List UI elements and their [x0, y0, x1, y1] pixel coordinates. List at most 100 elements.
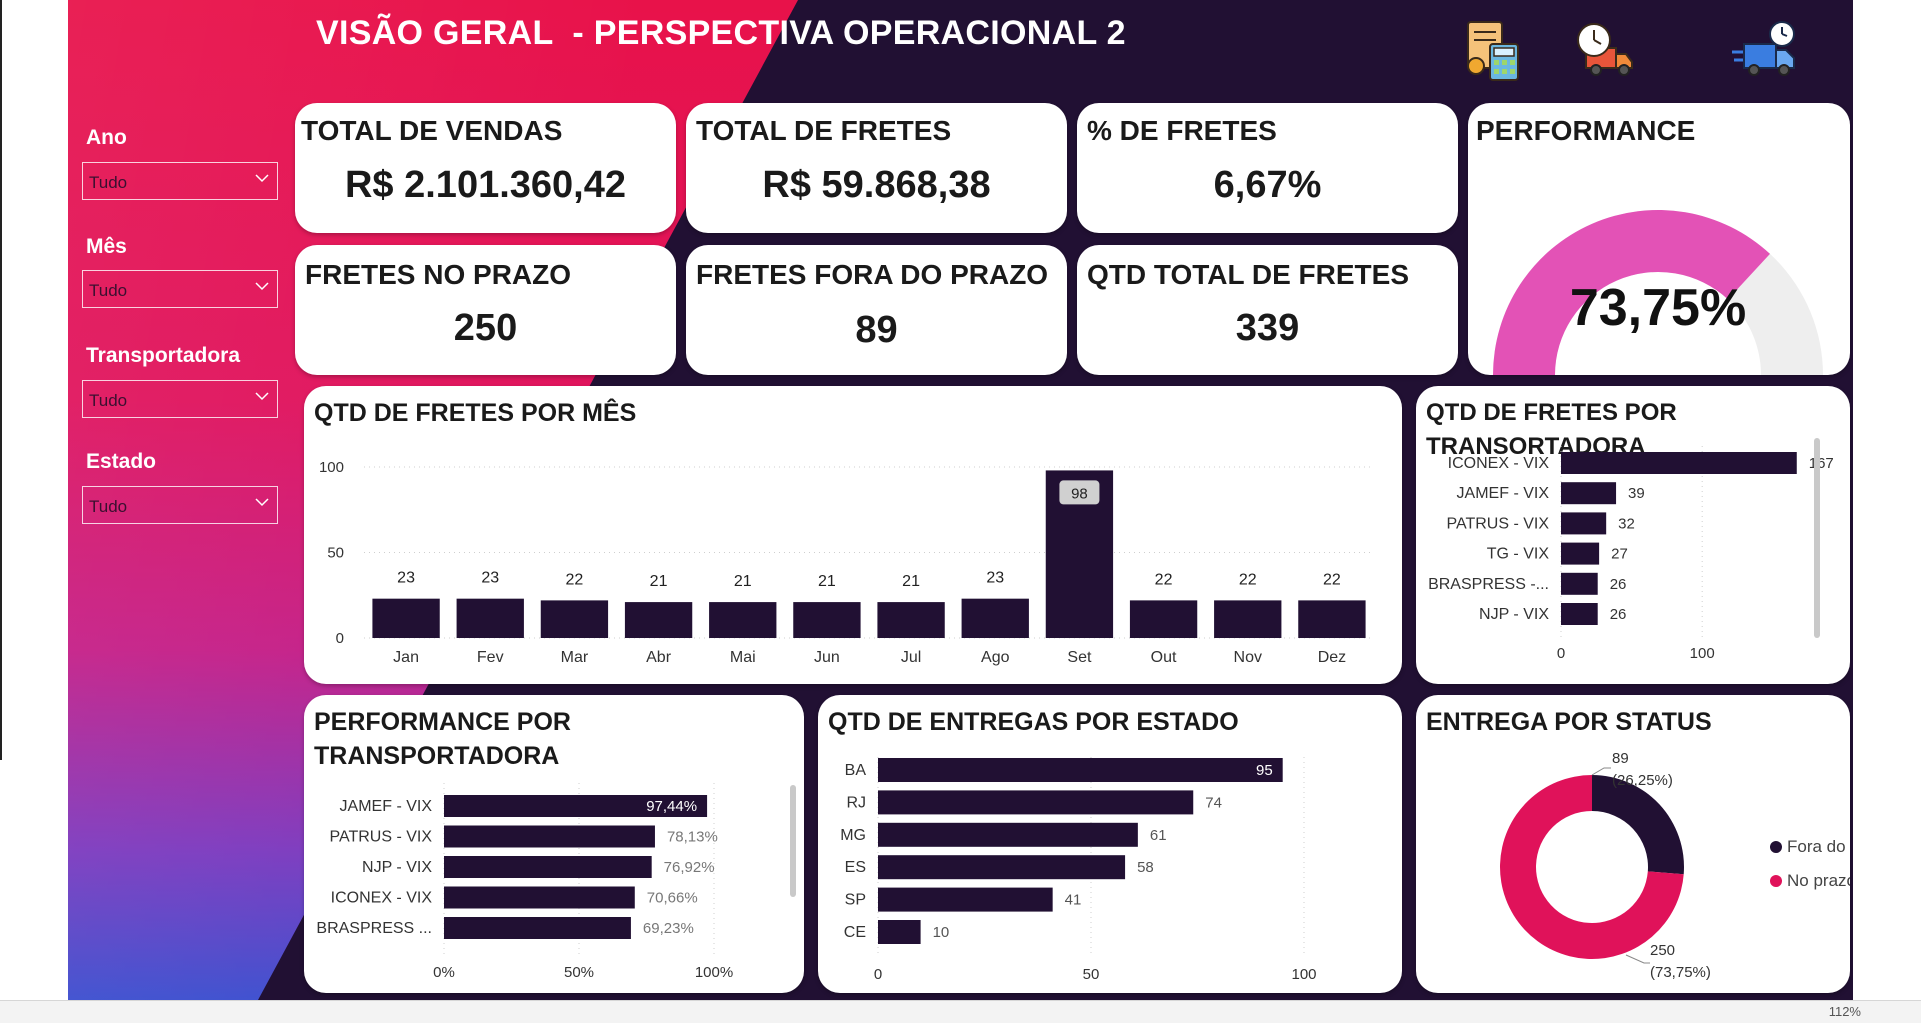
bar-ago: [961, 598, 1029, 638]
bar-3: [444, 886, 635, 909]
data-label: 22: [1239, 571, 1257, 588]
bar-nov: [1214, 600, 1282, 638]
kpi-card-pct-fretes[interactable]: % DE FRETES 6,67%: [1077, 103, 1458, 233]
bar-abr: [624, 602, 693, 638]
filter-estado-dropdown[interactable]: Tudo: [82, 486, 278, 524]
category-label: PATRUS - VIX: [1446, 515, 1549, 532]
chart-card-fretes-transportadora[interactable]: QTD DE FRETES POR TRANSORTADORA 0 100 ICON…: [1416, 386, 1850, 684]
x-tick-label: Dez: [1318, 649, 1346, 666]
category-label: CE: [844, 924, 866, 941]
bar-0: [444, 795, 708, 817]
chart-entrega-status: 89(26,25%) 250(73,75%) Fora do pra... No pr…: [1500, 750, 1850, 981]
gauge-value-label: 73,75%: [1570, 279, 1746, 337]
zoom-level[interactable]: 112%: [1828, 1004, 1861, 1019]
chart-title: QTD DE FRETES POR MÊS: [314, 399, 637, 427]
x-tick-label: Set: [1067, 649, 1092, 666]
filter-estado-value: Tudo: [89, 497, 128, 516]
x-tick-label: Mai: [730, 649, 756, 666]
x-tick-label: 50: [1083, 966, 1100, 983]
bar-1: [1561, 482, 1617, 505]
chart-card-performance-transportadora[interactable]: PERFORMANCE POR TRANSPORTADORA 0% 50% 100%…: [304, 695, 804, 993]
bar-5: [878, 920, 921, 944]
bar-4: [1561, 572, 1598, 595]
bar-jul: [877, 602, 945, 638]
x-tick-label: Fev: [477, 649, 504, 666]
filter-transportadora-label: Transportadora: [86, 344, 241, 367]
page-title: VISÃO GERAL - PERSPECTIVA OPERACIONAL 2: [316, 14, 1126, 52]
category-label: JAMEF - VIX: [1457, 485, 1550, 502]
x-tick-label: 0%: [433, 964, 455, 981]
kpi-card-fretes-no-prazo[interactable]: FRETES NO PRAZO 250: [295, 245, 676, 375]
chart-card-fretes-mes[interactable]: QTD DE FRETES POR MÊS 0 50 100 23 Jan 23 Fev 22…: [304, 386, 1402, 684]
data-label: 39: [1628, 485, 1645, 502]
kpi-card-qtd-total-fretes[interactable]: QTD TOTAL DE FRETES 339: [1077, 245, 1458, 375]
data-label: 74: [1205, 794, 1222, 811]
category-label: BA: [845, 762, 867, 779]
kpi-value: R$ 2.101.360,42: [344, 164, 626, 206]
data-label: 23: [481, 570, 499, 587]
chart-entregas-estado: 0 50 100 BA 95 RJ 74 MG 61 ES 58 SP 41 CE 10: [840, 757, 1317, 983]
filter-mes-dropdown[interactable]: Tudo: [82, 270, 278, 308]
data-label: 97,44%: [646, 798, 697, 815]
y-tick-label: 0: [336, 630, 344, 647]
data-label: 78,13%: [667, 829, 718, 846]
bar-4: [878, 887, 1053, 912]
data-label: 21: [734, 573, 752, 590]
y-tick-label: 100: [319, 459, 344, 476]
kpi-title: TOTAL DE VENDAS: [301, 115, 563, 146]
kpi-value: R$ 59.868,38: [762, 164, 991, 206]
chart-title: QTD DE ENTREGAS POR ESTADO: [828, 708, 1239, 736]
kpi-card-total-vendas[interactable]: TOTAL DE VENDAS R$ 2.101.360,42: [295, 103, 676, 233]
scrollbar: [790, 785, 796, 897]
y-tick-label: 50: [327, 545, 344, 562]
x-tick-label: Out: [1151, 649, 1177, 666]
chart-card-entrega-status[interactable]: ENTREGA POR STATUS 89 (26,25%) 250 (73,75%)…: [1416, 695, 1850, 993]
bar-2: [1561, 512, 1607, 535]
legend-label: No prazo F: [1787, 871, 1850, 890]
data-label: 26: [1610, 576, 1627, 593]
bar-dez: [1298, 600, 1366, 638]
kpi-title: FRETES FORA DO PRAZO: [696, 259, 1049, 290]
data-label: 69,23%: [643, 920, 694, 937]
bar-1: [878, 790, 1194, 815]
performance-gauge-card[interactable]: PERFORMANCE 73,75%: [1468, 103, 1850, 375]
kpi-value: 250: [453, 307, 518, 349]
filter-ano-dropdown[interactable]: Tudo: [82, 162, 278, 200]
bar-5: [1561, 603, 1598, 625]
chart-fretes-mes: 0 50 100 23 Jan 23 Fev 22 Mar 21 Abr 21 Mai 21 Jun 21 Ju…: [319, 459, 1374, 666]
category-label: RJ: [846, 794, 866, 811]
bar-mar: [540, 600, 609, 638]
x-tick-label: Nov: [1234, 649, 1262, 666]
data-label: 98: [1071, 485, 1088, 502]
kpi-card-fretes-fora-prazo[interactable]: FRETES FORA DO PRAZO 89: [686, 245, 1067, 375]
data-label: 22: [1155, 571, 1173, 588]
legend-marker: [1770, 841, 1782, 853]
donut-slice-1: [1500, 775, 1684, 959]
data-label: 21: [818, 573, 836, 590]
data-label: 26: [1610, 606, 1627, 623]
status-bar: 112%: [0, 1000, 1921, 1023]
filter-transportadora-value: Tudo: [89, 391, 128, 410]
x-tick-label: 100: [1291, 966, 1316, 983]
filter-transportadora-dropdown[interactable]: Tudo: [82, 380, 278, 418]
filter-mes-label: Mês: [86, 235, 127, 258]
filter-mes-value: Tudo: [89, 281, 128, 300]
bar-3: [878, 855, 1126, 880]
kpi-title: TOTAL DE FRETES: [696, 115, 952, 146]
data-label: 22: [1323, 571, 1341, 588]
donut-slice-0: [1592, 775, 1684, 875]
kpi-value: 339: [1235, 307, 1300, 349]
performance-gauge: 73,75%: [1493, 209, 1823, 375]
bar-mai: [709, 602, 777, 638]
chart-card-entregas-estado[interactable]: QTD DE ENTREGAS POR ESTADO 0 50 100 BA 95 RJ 7…: [818, 695, 1402, 993]
bar-2: [444, 856, 652, 878]
category-label: TG - VIX: [1487, 546, 1550, 563]
x-tick-label: 50%: [564, 964, 594, 981]
kpi-card-total-fretes[interactable]: TOTAL DE FRETES R$ 59.868,38: [686, 103, 1067, 233]
x-tick-label: 0: [1557, 645, 1565, 662]
data-label: 61: [1150, 827, 1167, 844]
chevron-down-icon: [255, 282, 269, 291]
x-tick-label: Abr: [646, 649, 672, 666]
data-label: 32: [1618, 515, 1635, 532]
